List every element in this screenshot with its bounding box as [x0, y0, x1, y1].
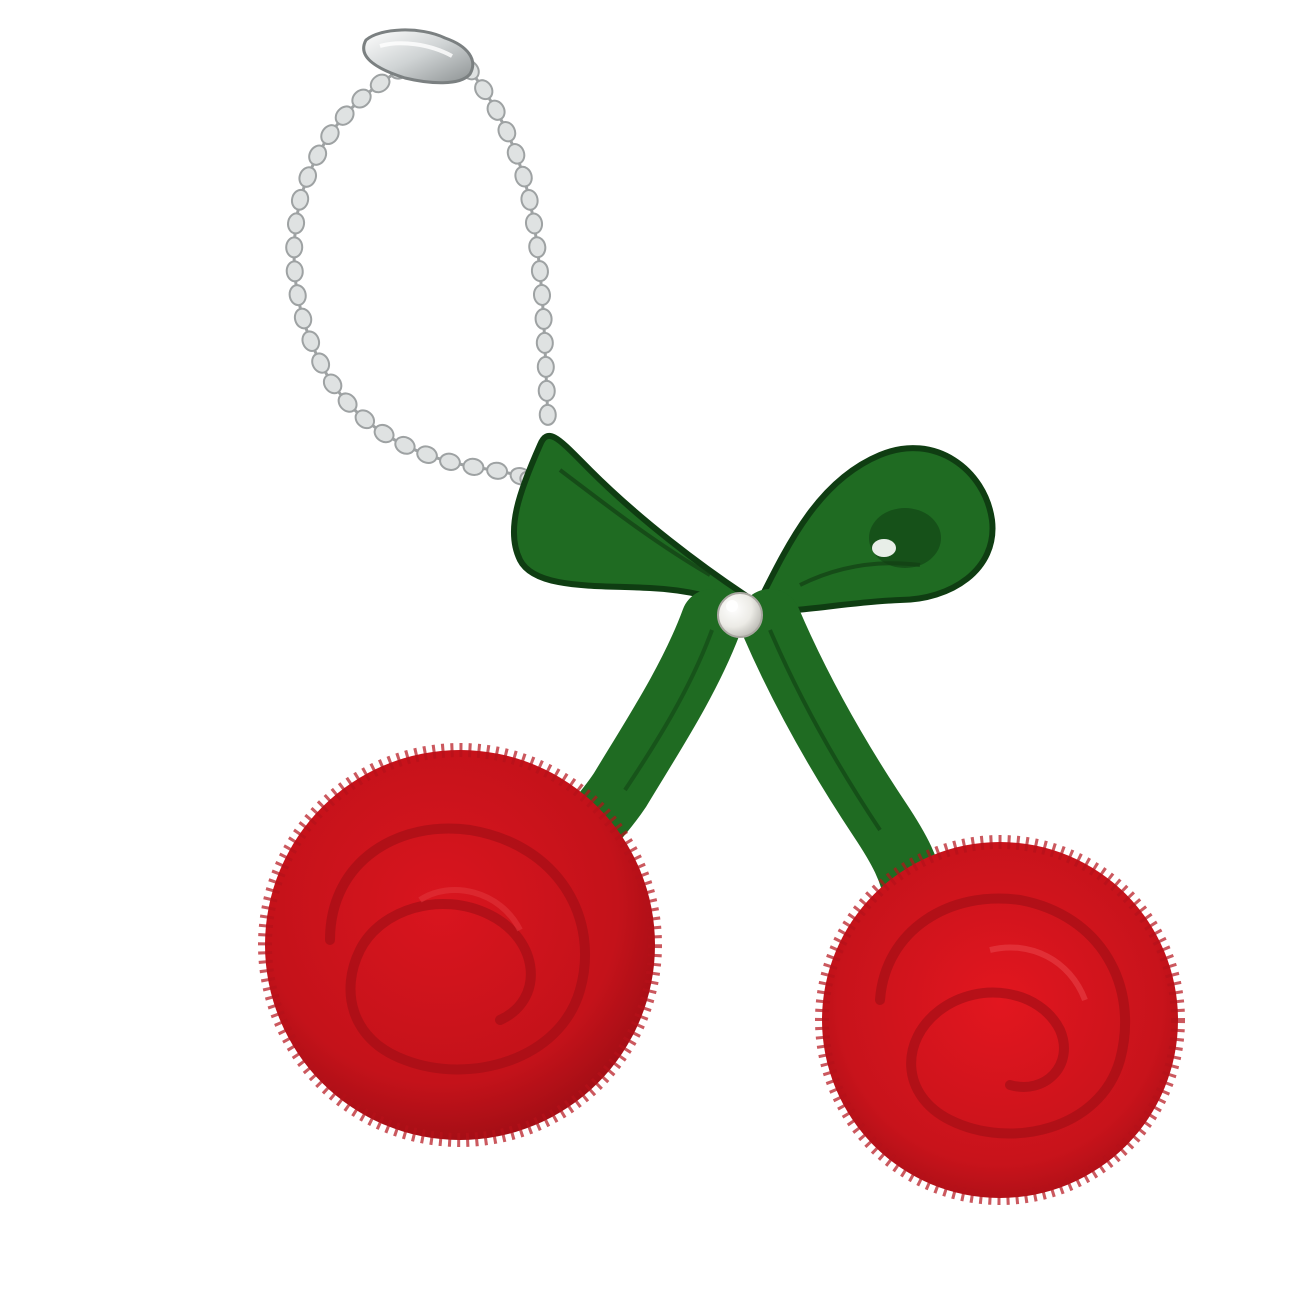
chain-bead [320, 124, 340, 146]
chain-bead [535, 331, 554, 354]
chain-bead [311, 352, 331, 374]
chain-bead [537, 379, 556, 402]
chain-bead [290, 188, 310, 211]
chain-bead [369, 73, 391, 94]
chain-bead [474, 79, 494, 101]
chain-bead [285, 236, 304, 259]
chain-bead [528, 236, 547, 259]
chain-bead [486, 99, 506, 121]
chain-bead [524, 212, 544, 235]
chain-bead [373, 423, 395, 444]
chain-bead [532, 284, 552, 306]
chain-bead [337, 392, 358, 413]
chain-bead [301, 330, 321, 352]
chain-bead [298, 166, 318, 188]
pearl-bead [717, 592, 763, 638]
chain-bead [351, 88, 372, 109]
chain-bead [520, 188, 539, 211]
chain-bead [394, 435, 416, 455]
chain-bead [534, 307, 553, 330]
chain-bead [514, 165, 533, 188]
chain-bead [530, 260, 549, 283]
chain-bead [354, 409, 376, 430]
chain-bead [497, 120, 517, 143]
chain-bead [538, 403, 557, 426]
chain-bead [462, 457, 485, 476]
left-cherry [258, 743, 662, 1147]
chain-bead [308, 144, 328, 166]
chain-bead [293, 307, 313, 330]
chain-bead [416, 445, 438, 464]
chain-bead [334, 105, 355, 126]
chain-bead [285, 260, 304, 283]
chain-bead [506, 143, 526, 165]
chain-bead [287, 212, 306, 235]
right-cherry [815, 835, 1185, 1205]
chain-bead [288, 284, 307, 307]
chain-bead [322, 373, 343, 395]
chain-bead [486, 461, 509, 480]
chain-bead [536, 355, 555, 378]
chain-clasp [362, 28, 475, 85]
chain-bead [439, 452, 461, 471]
